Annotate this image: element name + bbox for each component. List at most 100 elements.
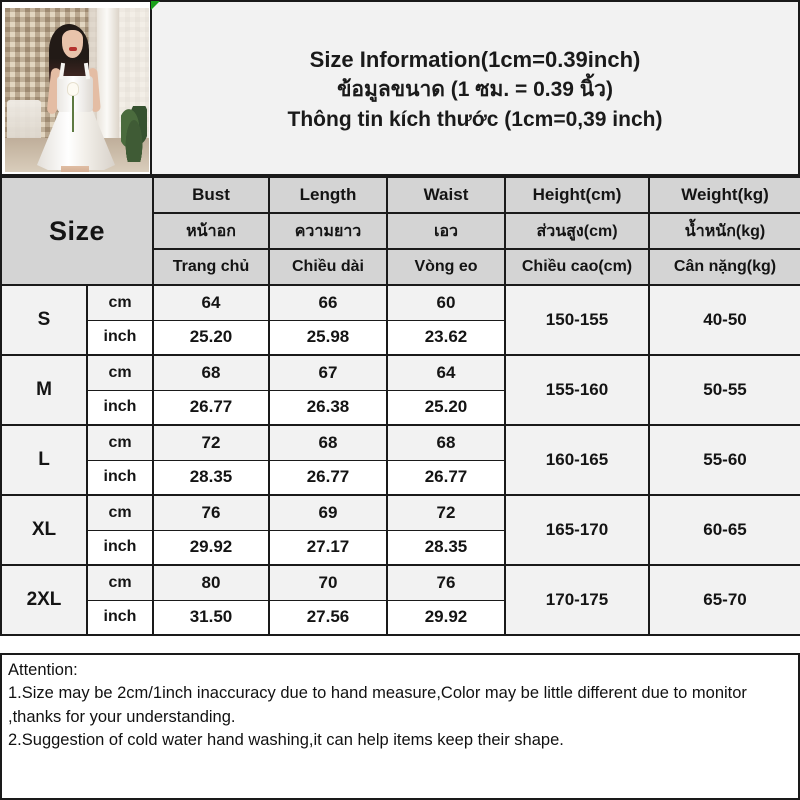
attention-box: Attention: 1.Size may be 2cm/1inch inacc… [0,653,800,800]
length-inch-m: 26.38 [268,389,388,426]
waist-cm-xl: 72 [386,494,506,531]
unit-inch-2xl: inch [86,599,154,636]
size-label-xl: XL [0,494,88,566]
weight-xl: 60-65 [648,494,800,566]
weight-l: 55-60 [648,424,800,496]
unit-inch-m: inch [86,389,154,426]
size-header-cell: Size [0,176,154,286]
table-row: 2XL cm 80 70 76 170-175 65-70 [0,564,800,636]
bust-cm-s: 64 [152,284,270,321]
title-line-english: Size Information(1cm=0.39inch) [309,46,641,72]
green-corner-mark-icon [151,1,160,10]
table-row: inch 29.92 27.17 28.35 [1,529,800,566]
length-inch-s: 25.98 [268,319,388,356]
header-height-th: ส่วนสูง(cm) [504,212,650,250]
attention-note-2: 2.Suggestion of cold water hand washing,… [8,731,564,750]
unit-cm-2xl: cm [86,564,154,601]
weight-2xl: 65-70 [648,564,800,636]
header-weight-vi: Cân nặng(kg) [648,248,800,286]
header-row-thai: หน้าอก ความยาว เอว ส่วนสูง(cm) น้ำหนัก(k… [1,212,800,250]
waist-inch-m: 25.20 [386,389,506,426]
attention-note-1: 1.Size may be 2cm/1inch inaccuracy due t… [8,684,747,726]
bust-cm-m: 68 [152,354,270,391]
header-bust-en: Bust [152,176,270,214]
height-xl: 165-170 [504,494,650,566]
product-photo [0,0,152,176]
header-row-english: Size Bust Length Waist Height(cm) Weight… [0,176,800,286]
length-inch-xl: 27.17 [268,529,388,566]
header-length-vi: Chiều dài [268,248,388,286]
bust-inch-2xl: 31.50 [152,599,270,636]
length-cm-2xl: 70 [268,564,388,601]
length-inch-l: 26.77 [268,459,388,496]
waist-inch-xl: 28.35 [386,529,506,566]
header-waist-vi: Vòng eo [386,248,506,286]
table-row: inch 26.77 26.38 25.20 [1,389,800,426]
attention-heading: Attention: [8,661,78,679]
waist-cm-2xl: 76 [386,564,506,601]
waist-cm-s: 60 [386,284,506,321]
bust-inch-s: 25.20 [152,319,270,356]
header-height-en: Height(cm) [504,176,650,214]
unit-cm-xl: cm [86,494,154,531]
bust-inch-l: 28.35 [152,459,270,496]
size-label-s: S [0,284,88,356]
header-weight-en: Weight(kg) [648,176,800,214]
bust-cm-l: 72 [152,424,270,461]
photo-flower [67,82,79,96]
table-row: inch 31.50 27.56 29.92 [1,599,800,636]
photo-plant [121,106,147,162]
table-row: inch 28.35 26.77 26.77 [1,459,800,496]
photo-model-face [62,30,83,58]
header-length-en: Length [268,176,388,214]
header-length-th: ความยาว [268,212,388,250]
table-row: inch 25.20 25.98 23.62 [1,319,800,356]
header-row-vietnamese: Trang chủ Chiều dài Vòng eo Chiều cao(cm… [1,248,800,286]
weight-s: 40-50 [648,284,800,356]
top-band: Size Information(1cm=0.39inch) ข้อมูลขนา… [0,0,800,176]
title-line-vietnamese: Thông tin kích thước (1cm=0,39 inch) [287,107,663,131]
height-2xl: 170-175 [504,564,650,636]
unit-inch-xl: inch [86,529,154,566]
product-photo-image [5,8,149,172]
unit-inch-s: inch [86,319,154,356]
length-inch-2xl: 27.56 [268,599,388,636]
waist-cm-l: 68 [386,424,506,461]
size-label-m: M [0,354,88,426]
photo-pillar [97,8,119,158]
header-waist-th: เอว [386,212,506,250]
photo-model-lips [69,47,77,51]
size-label-2xl: 2XL [0,564,88,636]
title-block: Size Information(1cm=0.39inch) ข้อมูลขนา… [152,0,800,176]
length-cm-m: 67 [268,354,388,391]
bust-inch-m: 26.77 [152,389,270,426]
title-line-thai: ข้อมูลขนาด (1 ซม. = 0.39 นิ้ว) [337,77,613,101]
length-cm-s: 66 [268,284,388,321]
photo-flower-stem [72,92,74,132]
header-bust-vi: Trang chủ [152,248,270,286]
table-row: S cm 64 66 60 150-155 40-50 [0,284,800,356]
header-waist-en: Waist [386,176,506,214]
header-bust-th: หน้าอก [152,212,270,250]
photo-model-legs [61,166,89,172]
table-row: XL cm 76 69 72 165-170 60-65 [0,494,800,566]
size-label-l: L [0,424,88,496]
bust-cm-xl: 76 [152,494,270,531]
unit-cm-s: cm [86,284,154,321]
waist-inch-2xl: 29.92 [386,599,506,636]
waist-inch-l: 26.77 [386,459,506,496]
unit-inch-l: inch [86,459,154,496]
weight-m: 50-55 [648,354,800,426]
height-s: 150-155 [504,284,650,356]
bust-cm-2xl: 80 [152,564,270,601]
height-m: 155-160 [504,354,650,426]
bust-inch-xl: 29.92 [152,529,270,566]
unit-cm-l: cm [86,424,154,461]
waist-inch-s: 23.62 [386,319,506,356]
header-weight-th: น้ำหนัก(kg) [648,212,800,250]
length-cm-l: 68 [268,424,388,461]
height-l: 160-165 [504,424,650,496]
waist-cm-m: 64 [386,354,506,391]
unit-cm-m: cm [86,354,154,391]
